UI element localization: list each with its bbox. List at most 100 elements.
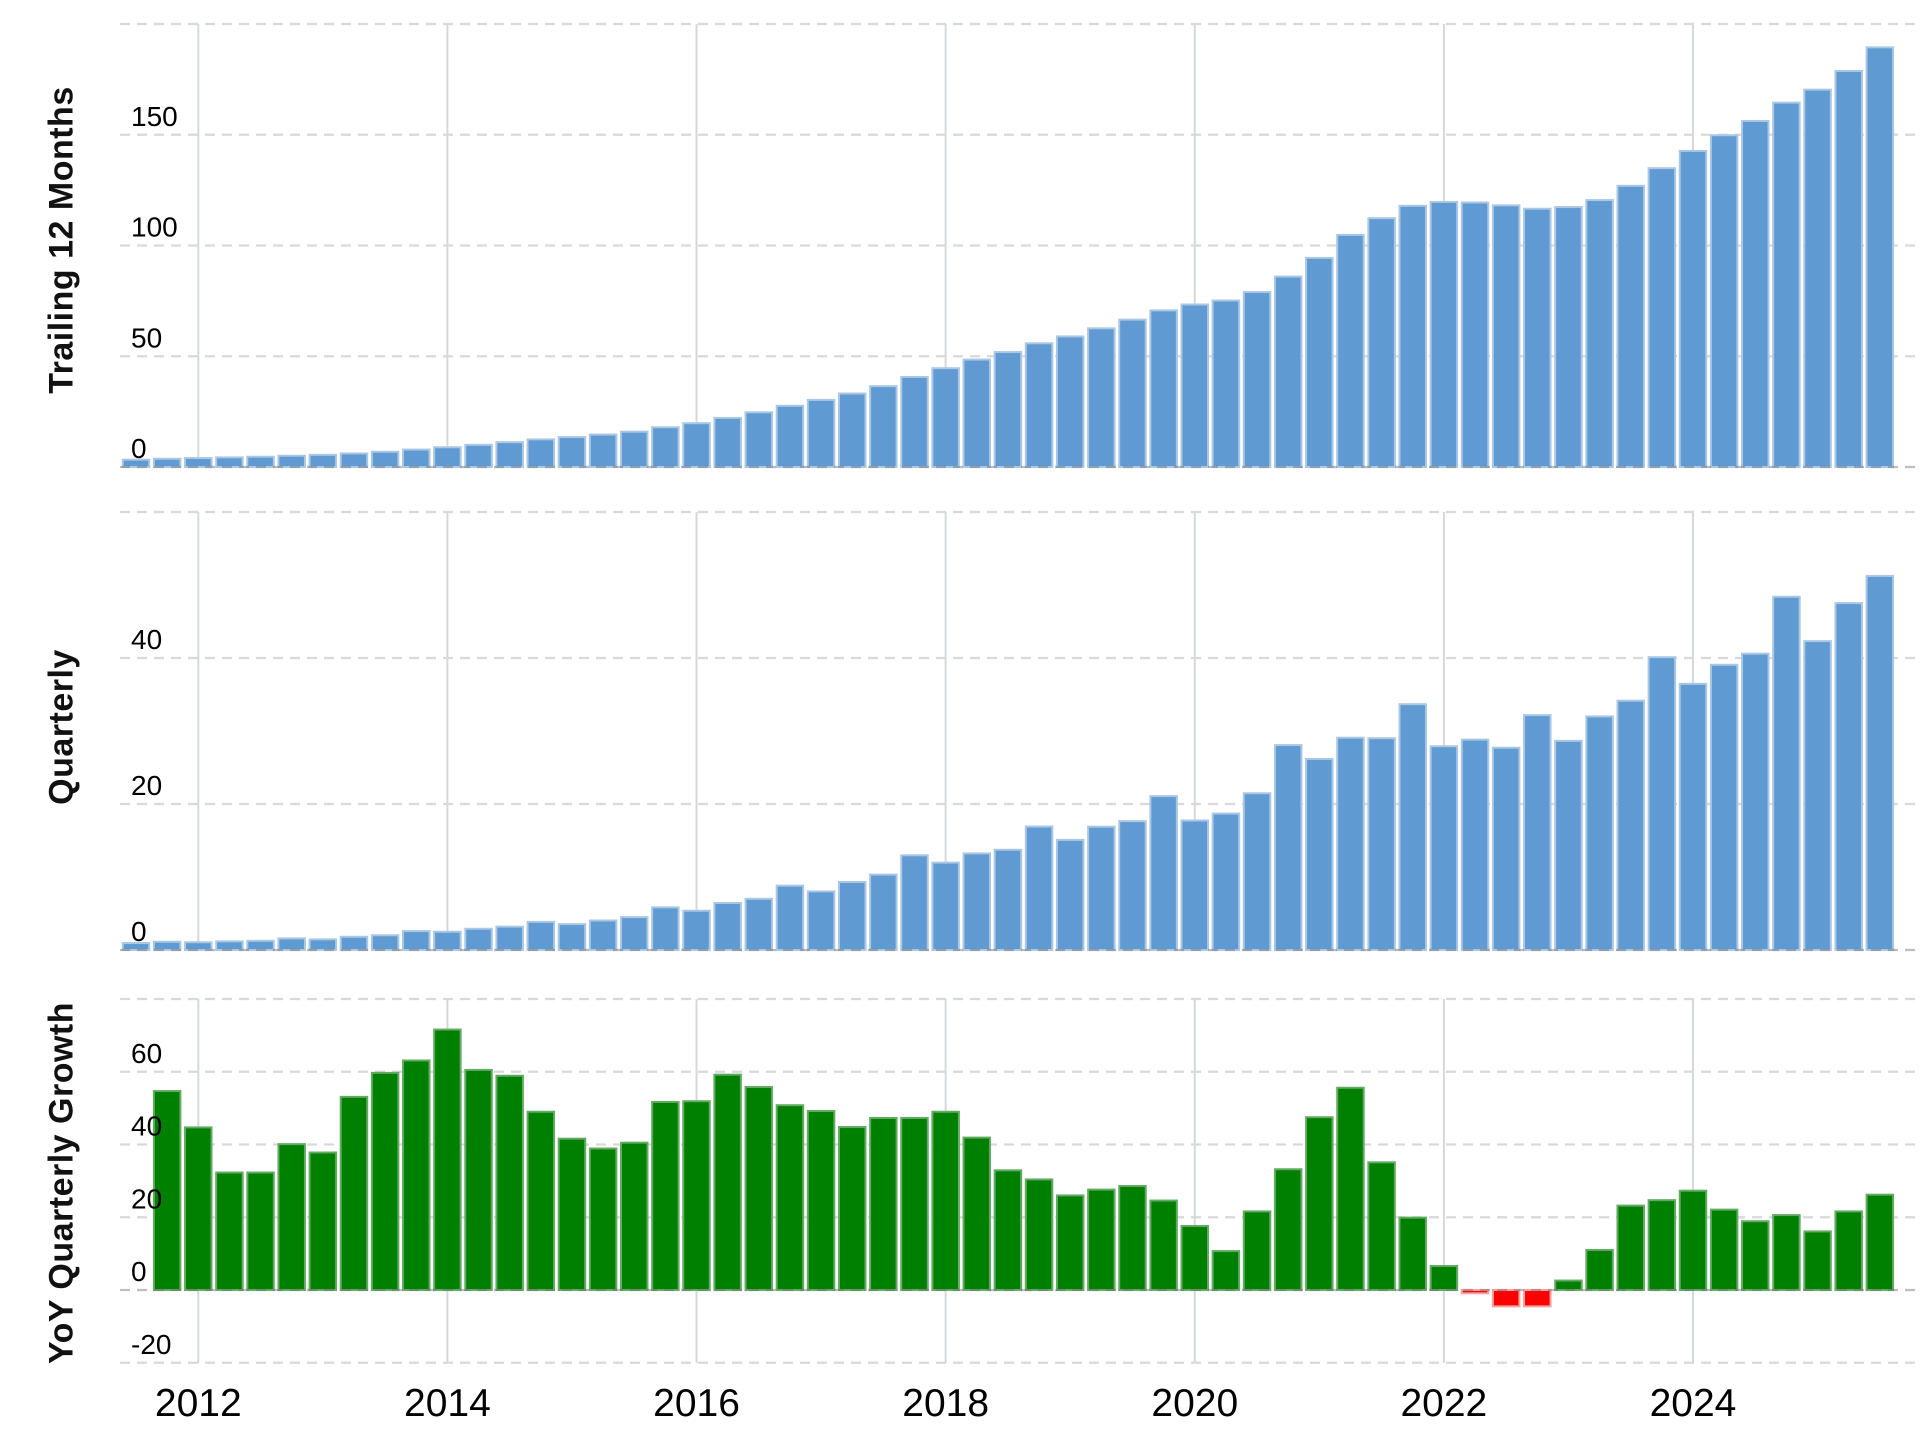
bar-quarterly-2022-Q2[interactable] bbox=[1460, 738, 1490, 952]
bar-yoy_growth-2020-Q4[interactable] bbox=[1273, 1168, 1303, 1291]
bar-ttm-2011-Q3[interactable] bbox=[121, 458, 151, 468]
bar-yoy_growth-2024-Q4[interactable] bbox=[1772, 1214, 1801, 1292]
bar-ttm-2020-Q1[interactable] bbox=[1180, 303, 1210, 468]
bar-yoy_growth-2025-Q3[interactable] bbox=[1865, 1193, 1895, 1292]
bar-quarterly-2014-Q4[interactable] bbox=[526, 920, 556, 952]
bar-yoy_growth-2015-Q4[interactable] bbox=[651, 1100, 680, 1292]
bar-yoy_growth-2020-Q1[interactable] bbox=[1180, 1224, 1210, 1291]
bar-ttm-2025-Q3[interactable] bbox=[1865, 46, 1895, 468]
bar-yoy_growth-2025-Q1[interactable] bbox=[1803, 1230, 1832, 1292]
bar-yoy_growth-2017-Q2[interactable] bbox=[837, 1126, 867, 1292]
bar-yoy_growth-2018-Q4[interactable] bbox=[1024, 1178, 1054, 1292]
bar-ttm-2017-Q1[interactable] bbox=[806, 398, 836, 468]
bar-quarterly-2024-Q1[interactable] bbox=[1678, 682, 1708, 951]
bar-yoy_growth-2021-Q1[interactable] bbox=[1305, 1116, 1334, 1291]
bar-quarterly-2024-Q4[interactable] bbox=[1772, 595, 1801, 951]
bar-yoy_growth-2025-Q2[interactable] bbox=[1834, 1210, 1863, 1292]
bar-quarterly-2014-Q1[interactable] bbox=[433, 930, 462, 951]
bar-quarterly-2017-Q3[interactable] bbox=[869, 873, 898, 951]
bar-quarterly-2021-Q2[interactable] bbox=[1336, 736, 1365, 951]
bar-yoy_growth-2021-Q4[interactable] bbox=[1398, 1216, 1427, 1292]
bar-ttm-2018-Q2[interactable] bbox=[962, 358, 992, 469]
bar-yoy_growth-2017-Q1[interactable] bbox=[806, 1110, 836, 1292]
bar-quarterly-2023-Q2[interactable] bbox=[1585, 715, 1614, 952]
bar-ttm-2016-Q2[interactable] bbox=[713, 416, 742, 468]
bar-yoy_growth-2019-Q4[interactable] bbox=[1149, 1199, 1178, 1291]
bar-yoy_growth-2024-Q2[interactable] bbox=[1709, 1208, 1739, 1291]
bar-ttm-2024-Q4[interactable] bbox=[1772, 101, 1801, 468]
bar-ttm-2024-Q3[interactable] bbox=[1741, 119, 1770, 468]
bar-yoy_growth-2018-Q1[interactable] bbox=[931, 1110, 960, 1291]
bar-ttm-2016-Q3[interactable] bbox=[744, 411, 774, 469]
bar-ttm-2024-Q2[interactable] bbox=[1709, 134, 1739, 468]
bar-ttm-2021-Q1[interactable] bbox=[1305, 256, 1334, 468]
bar-yoy_growth-2023-Q3[interactable] bbox=[1616, 1204, 1645, 1291]
bar-yoy_growth-2020-Q3[interactable] bbox=[1242, 1210, 1272, 1292]
bar-quarterly-2016-Q1[interactable] bbox=[682, 909, 711, 952]
bar-ttm-2017-Q2[interactable] bbox=[837, 392, 867, 468]
bar-ttm-2015-Q4[interactable] bbox=[651, 426, 680, 469]
bar-yoy_growth-2015-Q3[interactable] bbox=[619, 1141, 649, 1292]
bar-quarterly-2016-Q3[interactable] bbox=[744, 897, 774, 952]
bar-ttm-2023-Q2[interactable] bbox=[1585, 199, 1614, 469]
bar-ttm-2021-Q3[interactable] bbox=[1367, 217, 1396, 468]
bar-yoy_growth-2024-Q3[interactable] bbox=[1741, 1220, 1770, 1291]
bar-yoy_growth-2019-Q3[interactable] bbox=[1118, 1184, 1147, 1292]
bar-ttm-2012-Q1[interactable] bbox=[184, 457, 213, 468]
bar-quarterly-2017-Q1[interactable] bbox=[806, 890, 836, 951]
bar-yoy_growth-2022-Q1[interactable] bbox=[1429, 1264, 1459, 1292]
bar-yoy_growth-2013-Q1[interactable] bbox=[308, 1151, 338, 1291]
bar-yoy_growth-2018-Q2[interactable] bbox=[962, 1136, 992, 1291]
bar-yoy_growth-2012-Q1[interactable] bbox=[184, 1126, 213, 1292]
bar-ttm-2012-Q4[interactable] bbox=[277, 454, 306, 468]
bar-ttm-2022-Q1[interactable] bbox=[1429, 200, 1459, 469]
bar-yoy_growth-2015-Q2[interactable] bbox=[588, 1147, 618, 1291]
bar-ttm-2021-Q2[interactable] bbox=[1336, 233, 1365, 468]
bar-ttm-2023-Q1[interactable] bbox=[1554, 206, 1583, 468]
bar-quarterly-2017-Q2[interactable] bbox=[837, 880, 867, 951]
bar-ttm-2020-Q2[interactable] bbox=[1211, 299, 1241, 468]
bar-quarterly-2019-Q4[interactable] bbox=[1149, 795, 1178, 952]
bar-quarterly-2013-Q2[interactable] bbox=[339, 935, 369, 951]
bar-ttm-2022-Q2[interactable] bbox=[1460, 201, 1490, 469]
bar-ttm-2012-Q3[interactable] bbox=[246, 455, 275, 469]
bar-quarterly-2013-Q3[interactable] bbox=[370, 934, 400, 952]
bar-ttm-2020-Q4[interactable] bbox=[1273, 275, 1303, 468]
bar-ttm-2013-Q1[interactable] bbox=[308, 453, 338, 469]
bar-yoy_growth-2012-Q2[interactable] bbox=[215, 1171, 244, 1292]
bar-ttm-2017-Q3[interactable] bbox=[869, 385, 898, 468]
bar-yoy_growth-2023-Q4[interactable] bbox=[1647, 1199, 1677, 1292]
bar-yoy_growth-2014-Q1[interactable] bbox=[433, 1028, 462, 1292]
bar-yoy_growth-2012-Q4[interactable] bbox=[277, 1143, 306, 1291]
bar-yoy_growth-2016-Q4[interactable] bbox=[775, 1104, 805, 1291]
bar-quarterly-2019-Q1[interactable] bbox=[1055, 838, 1085, 952]
bar-quarterly-2014-Q3[interactable] bbox=[495, 925, 524, 952]
bar-ttm-2025-Q1[interactable] bbox=[1803, 88, 1832, 469]
bar-yoy_growth-2012-Q3[interactable] bbox=[246, 1171, 275, 1292]
bar-ttm-2014-Q2[interactable] bbox=[464, 443, 493, 468]
bar-yoy_growth-2013-Q4[interactable] bbox=[402, 1059, 431, 1291]
bar-yoy_growth-2022-Q4[interactable] bbox=[1523, 1289, 1552, 1308]
bar-ttm-2018-Q4[interactable] bbox=[1024, 342, 1054, 468]
bar-ttm-2011-Q4[interactable] bbox=[152, 457, 182, 468]
bar-yoy_growth-2024-Q1[interactable] bbox=[1678, 1189, 1708, 1292]
bar-ttm-2019-Q4[interactable] bbox=[1149, 309, 1178, 468]
bar-quarterly-2023-Q4[interactable] bbox=[1647, 656, 1677, 952]
bar-quarterly-2025-Q3[interactable] bbox=[1865, 574, 1895, 951]
bar-quarterly-2024-Q2[interactable] bbox=[1709, 663, 1739, 951]
bar-yoy_growth-2023-Q1[interactable] bbox=[1554, 1279, 1583, 1291]
bar-quarterly-2014-Q2[interactable] bbox=[464, 927, 493, 952]
bar-quarterly-2015-Q1[interactable] bbox=[557, 923, 587, 952]
bar-quarterly-2024-Q3[interactable] bbox=[1741, 652, 1770, 951]
bar-ttm-2018-Q1[interactable] bbox=[931, 367, 960, 469]
bar-ttm-2025-Q2[interactable] bbox=[1834, 69, 1863, 468]
bar-yoy_growth-2014-Q3[interactable] bbox=[495, 1074, 524, 1291]
bar-quarterly-2023-Q1[interactable] bbox=[1554, 739, 1583, 951]
bar-quarterly-2025-Q2[interactable] bbox=[1834, 602, 1863, 951]
bar-quarterly-2012-Q4[interactable] bbox=[277, 937, 306, 952]
bar-yoy_growth-2017-Q4[interactable] bbox=[900, 1116, 929, 1292]
bar-ttm-2013-Q3[interactable] bbox=[370, 450, 400, 469]
bar-ttm-2018-Q3[interactable] bbox=[993, 351, 1023, 468]
bar-ttm-2014-Q3[interactable] bbox=[495, 441, 524, 468]
bar-yoy_growth-2016-Q3[interactable] bbox=[744, 1086, 774, 1291]
